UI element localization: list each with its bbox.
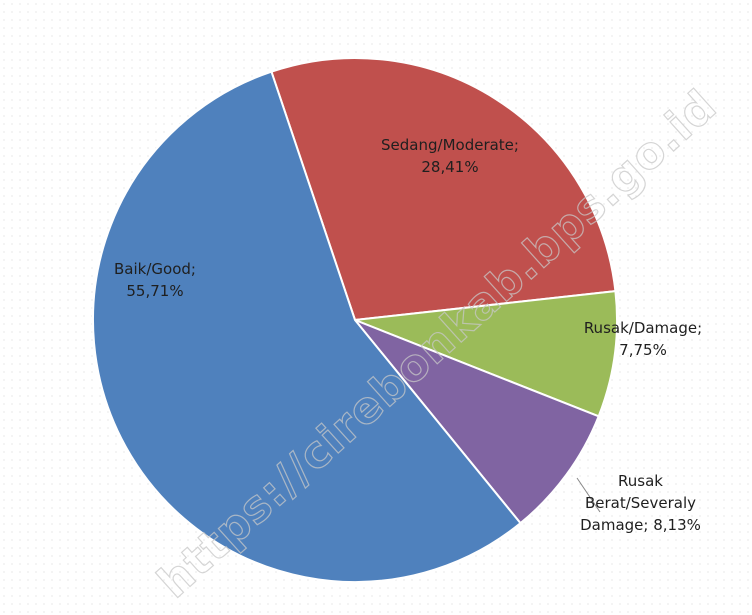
- data-label: Baik/Good; 55,71%: [90, 258, 220, 302]
- value-label: 8,13%: [653, 516, 701, 534]
- value-label: 28,41%: [421, 158, 479, 176]
- value-label: 55,71%: [126, 282, 184, 300]
- leader-line: [576, 477, 601, 513]
- pie-slice: [354, 290, 618, 418]
- data-label: Sedang/Moderate; 28,41%: [360, 134, 540, 178]
- pie-slice: [270, 57, 617, 322]
- category-label: Sedang/Moderate;: [381, 136, 519, 154]
- pie: [92, 57, 618, 583]
- value-label: 7,75%: [619, 341, 667, 359]
- category-label: Baik/Good;: [114, 260, 196, 278]
- pie-slice: [92, 70, 522, 583]
- category-label: Rusak/Damage;: [583, 319, 703, 337]
- data-label: Rusak/Damage; 7,75%: [568, 317, 718, 361]
- data-label: Rusak Berat/Severaly Damage; 8,13%: [578, 470, 703, 536]
- category-label: Rusak Berat/Severaly Damage;: [580, 472, 697, 534]
- pie-slice: [351, 317, 600, 525]
